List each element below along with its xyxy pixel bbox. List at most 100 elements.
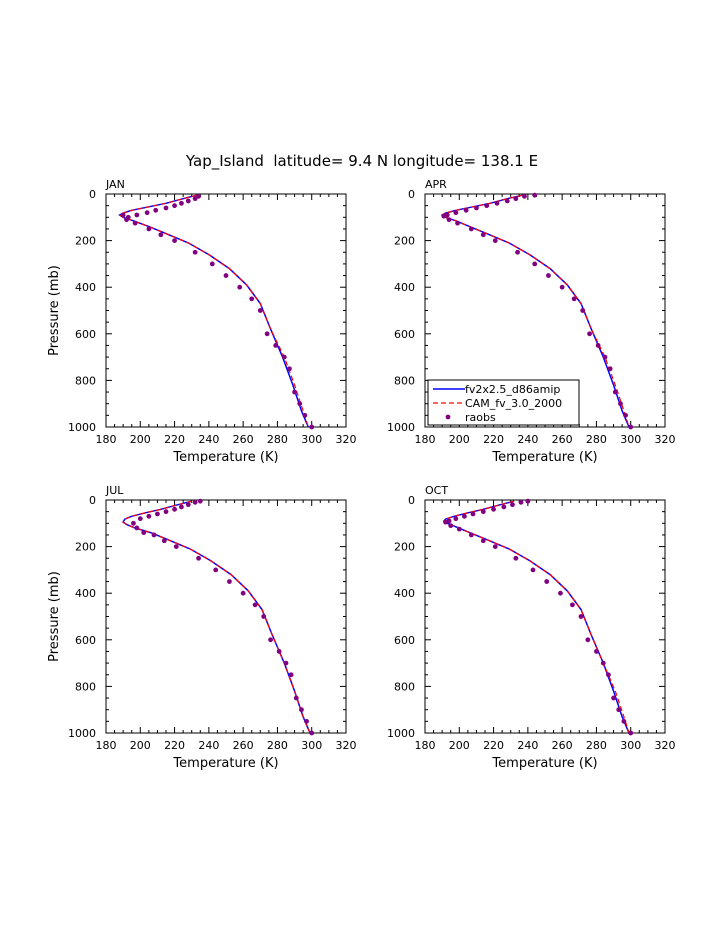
raobs-point	[268, 637, 273, 643]
panel-label: JUL	[105, 484, 124, 497]
raobs-point	[287, 366, 292, 372]
y-tick-label: 400	[394, 587, 415, 600]
x-tick-label: 300	[620, 433, 641, 446]
y-tick-label: 800	[394, 680, 415, 693]
y-tick-label: 1000	[68, 421, 96, 434]
x-tick-label: 180	[415, 433, 436, 446]
raobs-point	[455, 220, 460, 226]
raobs-point	[463, 207, 469, 213]
panel-apr: APR 180 200 220 240 260 280 300 320 0 200 400 600 800…	[387, 178, 676, 465]
x-tick-label: 240	[198, 433, 219, 446]
series-line-fv2x2.5	[122, 500, 311, 734]
raobs-point	[293, 695, 299, 701]
raobs-point	[240, 590, 246, 596]
legend-label: fv2x2.5_d86amip	[465, 383, 560, 396]
y-tick-label: 400	[394, 281, 415, 294]
y-tick-label: 400	[75, 587, 96, 600]
x-tick-label: 280	[586, 739, 607, 752]
series-line-cam-fv	[118, 194, 309, 428]
x-tick-label: 300	[620, 739, 641, 752]
raobs-point	[443, 519, 448, 525]
raobs-point	[492, 544, 498, 549]
raobs-point	[501, 504, 507, 510]
x-tick-label: 260	[233, 739, 254, 752]
series-raobs	[131, 498, 315, 736]
raobs-point	[179, 200, 184, 206]
y-tick-label: 400	[75, 281, 96, 294]
raobs-point	[192, 249, 198, 255]
raobs-point	[192, 196, 198, 202]
raobs-point	[587, 331, 592, 337]
raobs-point	[525, 498, 531, 504]
raobs-point	[134, 212, 140, 218]
plot-frame	[424, 499, 666, 734]
raobs-point	[281, 354, 287, 360]
x-tick-label: 320	[655, 739, 676, 752]
y-tick-label: 600	[394, 328, 415, 341]
x-tick-label: 300	[301, 739, 322, 752]
raobs-point	[276, 649, 282, 654]
panel-jul: JUL 180 200 220 240 260 280 300 320 0 200 400 600 800…	[47, 484, 357, 771]
x-tick-label: 220	[483, 739, 504, 752]
panel-jan: JAN 180 200 220 240 260 280 300 320 0 200 400 600 800…	[47, 178, 357, 465]
y-tick-label: 200	[75, 235, 96, 248]
x-axis-label: Temperature (K)	[491, 450, 597, 465]
y-tick-label: 0	[408, 188, 415, 201]
raobs-point	[607, 366, 613, 372]
x-tick-label: 260	[552, 433, 573, 446]
raobs-point	[468, 532, 474, 538]
raobs-point	[504, 198, 510, 204]
x-axis-label: Temperature (K)	[172, 450, 278, 465]
x-tick-label: 180	[96, 739, 117, 752]
raobs-point	[480, 232, 486, 238]
raobs-point	[441, 213, 447, 219]
x-tick-label: 280	[586, 433, 607, 446]
x-tick-label: 220	[164, 433, 185, 446]
y-tick-label: 1000	[68, 727, 96, 740]
raobs-point	[611, 695, 616, 701]
raobs-point	[252, 602, 258, 608]
raobs-point	[513, 196, 519, 202]
raobs-point	[453, 516, 459, 522]
plot-frame	[105, 499, 347, 734]
raobs-point	[446, 217, 452, 223]
raobs-point	[299, 707, 304, 713]
y-tick-label: 800	[394, 374, 415, 387]
raobs-point	[494, 200, 500, 206]
x-tick-label: 280	[267, 433, 288, 446]
x-tick-label: 200	[449, 739, 470, 752]
x-tick-label: 240	[517, 739, 538, 752]
raobs-point	[227, 579, 232, 584]
raobs-point	[595, 343, 601, 348]
raobs-point	[309, 424, 315, 430]
raobs-point	[510, 502, 515, 508]
x-tick-label: 240	[517, 433, 538, 446]
raobs-point	[179, 504, 184, 510]
raobs-point	[600, 660, 606, 666]
raobs-point	[155, 511, 160, 517]
raobs-point	[163, 205, 169, 211]
raobs-point	[273, 343, 279, 348]
x-axis-label: Temperature (K)	[172, 756, 278, 771]
raobs-point	[163, 509, 169, 515]
raobs-point	[292, 389, 297, 395]
raobs-point	[223, 273, 229, 278]
raobs-point	[304, 718, 309, 724]
legend-marker-raobs	[445, 414, 451, 420]
x-tick-label: 200	[130, 433, 151, 446]
raobs-point	[261, 614, 267, 619]
legend-label: CAM_fv_3.0_2000	[465, 397, 562, 410]
x-tick-label: 220	[483, 433, 504, 446]
y-tick-label: 600	[75, 328, 96, 341]
y-tick-label: 800	[75, 374, 96, 387]
series-raobs	[120, 193, 315, 430]
raobs-point	[491, 506, 496, 512]
panels: JAN 180 200 220 240 260 280 300 320 0 200 400 600 800…	[47, 178, 676, 771]
y-tick-label: 0	[89, 494, 96, 507]
y-tick-label: 0	[408, 494, 415, 507]
x-tick-label: 180	[415, 739, 436, 752]
raobs-point	[213, 567, 219, 573]
raobs-point	[309, 730, 315, 736]
raobs-point	[474, 205, 479, 211]
